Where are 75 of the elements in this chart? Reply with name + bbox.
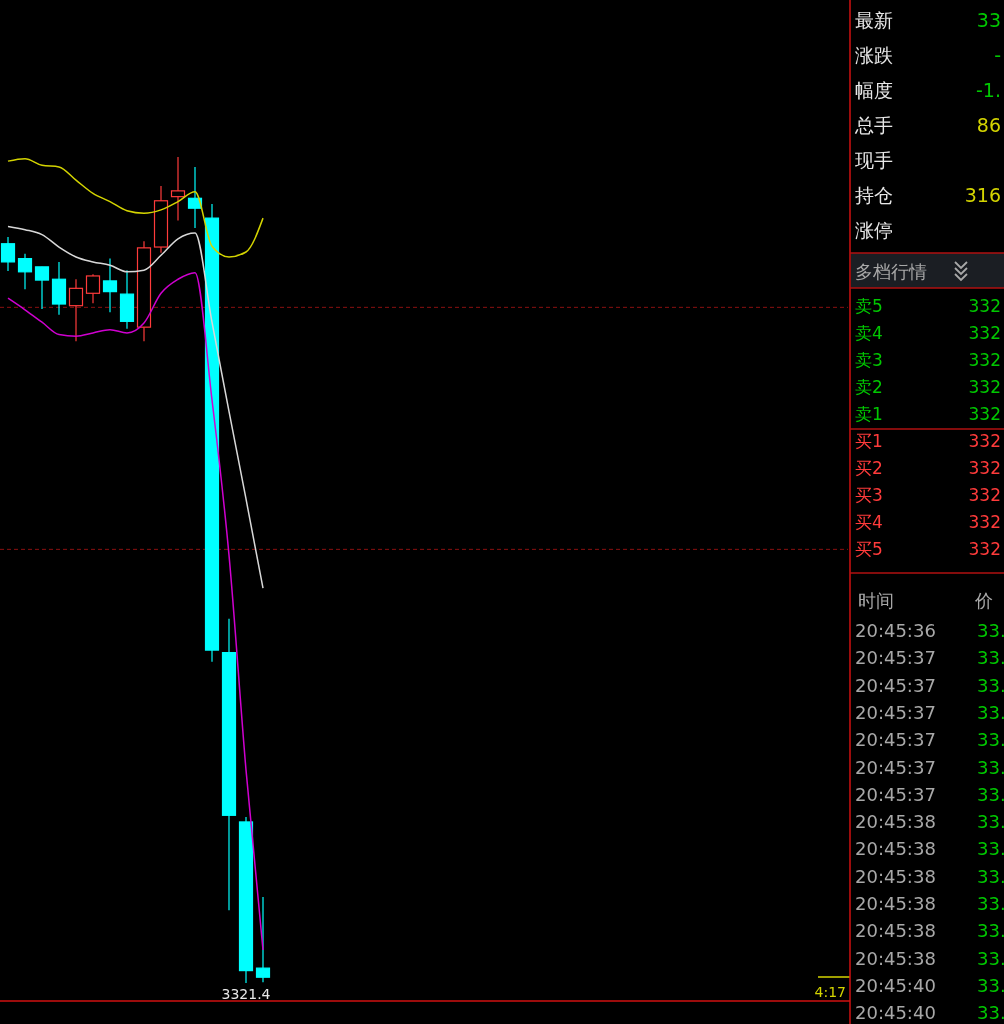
text: 332 (968, 323, 1001, 343)
text: - (994, 44, 1001, 66)
candlestick (68, 278, 84, 342)
text: 33. (977, 647, 1004, 669)
text: 33. (977, 920, 1004, 942)
text: 20:45:38 (855, 893, 936, 914)
text: 86 (976, 114, 1001, 136)
text: 33 (976, 9, 1001, 31)
text: 33. (977, 838, 1004, 860)
text: 332 (968, 350, 1001, 370)
text: 4:17 (814, 984, 846, 1000)
candlestick (85, 273, 101, 304)
text: 价 (974, 590, 993, 611)
text: 涨停 (855, 219, 893, 241)
text: 33. (977, 701, 1004, 723)
text: 33. (977, 811, 1004, 833)
text: 33. (977, 1002, 1004, 1024)
text: 33. (977, 783, 1004, 805)
text: 332 (968, 404, 1001, 424)
text: 33. (977, 947, 1004, 969)
text: 买3 (855, 485, 883, 505)
text: 20:45:37 (855, 701, 936, 723)
text: 316 (964, 184, 1001, 206)
candlestick (0, 236, 16, 272)
text: 332 (968, 458, 1001, 478)
candlestick (255, 896, 271, 983)
text: 卖5 (855, 296, 883, 316)
text: 买2 (855, 458, 883, 478)
text: 33. (977, 674, 1004, 696)
candlestick (102, 258, 118, 313)
text: 20:45:38 (855, 947, 936, 969)
text: 33. (977, 893, 1004, 914)
text: 20:45:37 (855, 647, 936, 669)
text: 最新 (855, 9, 893, 31)
text: 买5 (855, 539, 883, 559)
text: 涨跌 (855, 44, 893, 66)
text: 20:45:38 (855, 811, 936, 833)
text: 332 (968, 539, 1001, 559)
text: -1. (976, 79, 1001, 101)
candlestick (34, 266, 50, 310)
text: 卖1 (855, 404, 883, 424)
text: 33. (977, 974, 1004, 996)
text: 33. (977, 729, 1004, 751)
text: 20:45:36 (855, 620, 936, 641)
text: 20:45:37 (855, 674, 936, 696)
text: 卖3 (855, 350, 883, 370)
text: 多档行情 (855, 261, 927, 282)
text: 时间 (858, 590, 894, 611)
annotation: 3321.4 (221, 986, 271, 1002)
text: 20:45:37 (855, 756, 936, 778)
text: 卖2 (855, 377, 883, 397)
text: 20:45:40 (855, 974, 936, 996)
text: 20:45:37 (855, 729, 936, 751)
candlestick (17, 253, 33, 290)
text: 20:45:38 (855, 838, 936, 860)
text: 20:45:38 (855, 920, 936, 942)
text: 33. (977, 756, 1004, 778)
text: 332 (968, 296, 1001, 316)
text: 总手 (854, 114, 893, 136)
text: 20:45:40 (855, 1002, 936, 1024)
text: 20:45:37 (855, 783, 936, 805)
text: 20:45:38 (855, 865, 936, 887)
text: 卖4 (855, 323, 883, 343)
text: 332 (968, 431, 1001, 451)
text: 332 (968, 377, 1001, 397)
text: 持仓 (855, 184, 893, 206)
text: 买1 (855, 431, 883, 451)
text: 幅度 (855, 79, 893, 101)
text: 33. (977, 620, 1004, 641)
text: 332 (968, 485, 1001, 505)
candlestick (170, 156, 186, 222)
text: 33. (977, 865, 1004, 887)
text: 买4 (855, 512, 883, 532)
text: 现手 (855, 149, 893, 171)
text: 332 (968, 512, 1001, 532)
